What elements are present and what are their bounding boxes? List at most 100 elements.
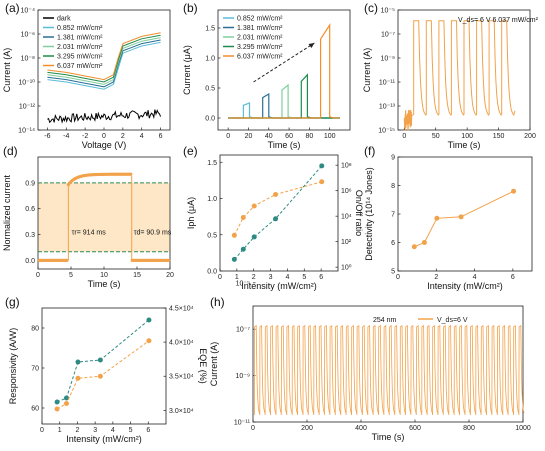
y-tick-label: 0.6 (25, 206, 35, 213)
x-tick-label: 10 (100, 272, 108, 279)
iv-curve-line (47, 32, 161, 81)
iph-point (231, 256, 237, 262)
panel-f-chart: 0 2 4 6 5 6 7 8 9 (f) Intensity (mW/cm²) Detectivit… (364, 144, 533, 291)
y-tick-label: 1.5 (205, 26, 215, 33)
x-tick-label: 4 (140, 133, 144, 140)
wavelength-annotation: 254 nm (373, 317, 397, 324)
x-tick-label: 2 (252, 274, 256, 281)
y-tick-label: 0.5 (207, 232, 217, 239)
y-tick-label: 10⁶ (341, 188, 352, 195)
onoff-point (251, 203, 257, 209)
y-tick-label: 9 (391, 155, 395, 162)
onoff-point (319, 179, 325, 185)
x-tick-label: 2 (75, 427, 79, 434)
x-tick-label: 1000 (515, 425, 531, 432)
y-tick-label: 70 (31, 366, 39, 373)
photoresponse-line (228, 22, 340, 119)
legend-label: 6.037 mW/cm² (57, 63, 103, 70)
responsivity-point (54, 399, 60, 405)
y-tick-label: 10⁻¹¹ (234, 420, 251, 427)
y-tick-label: 10⁻⁹ (381, 56, 395, 63)
panel-label: (g) (5, 295, 20, 309)
x-tick-label: 0 (251, 425, 255, 432)
y-axis-label: Current (A) (2, 48, 12, 93)
y-tick-label: 10⁻⁴ (21, 8, 36, 15)
x-tick-label: 0 (402, 133, 406, 140)
trend-arrow-line (253, 42, 315, 83)
panel-label: (e) (183, 144, 198, 158)
iv-curve-line (47, 109, 162, 124)
y-axis-label: Current (A) (362, 48, 372, 93)
photoresponse-line (228, 92, 340, 119)
iph-point (240, 246, 246, 252)
x-tick-label: 3 (93, 427, 97, 434)
panel-c-chart: 0 50 100 150 200 10⁻¹⁵ 10⁻¹³ 10⁻¹¹ 10⁻⁹ 10⁻⁷ 10⁻⁵ V… (362, 1, 539, 150)
y-axis-label: Iph (μA) (186, 197, 196, 229)
x-tick-label: 400 (355, 425, 367, 432)
y-tick-label: 10⁸ (341, 163, 352, 170)
x-tick-label: 15 (133, 272, 141, 279)
plot-frame (252, 305, 524, 423)
plot-frame (397, 156, 533, 272)
y-tick-label: 0.0 (205, 116, 215, 123)
y-tick-label: 10⁻¹⁵ (378, 128, 395, 135)
x-tick-label: 1 (235, 274, 239, 281)
x-tick-label: 6 (319, 274, 323, 281)
trend-arrow-head (308, 43, 315, 48)
y-tick-label: 10⁻⁹ (236, 373, 250, 380)
cycling-current-line (403, 20, 516, 131)
data-point (65, 258, 69, 262)
y-axis-label: Detectivity (10¹⁴ Jones) (364, 167, 374, 260)
y-tick-label: 10⁻¹² (19, 104, 36, 111)
x-tick-label: 4 (285, 274, 289, 281)
panel-label: (d) (3, 144, 18, 158)
iv-curve-line (47, 34, 161, 83)
y-tick-label: 0.3 (25, 232, 35, 239)
x-axis-label: Time (s) (88, 279, 121, 289)
plot-frame (219, 154, 339, 272)
panel-label: (b) (183, 1, 198, 15)
legend-label: 2.031 mW/cm² (237, 35, 283, 42)
y-tick-label: 10⁻¹⁴ (18, 128, 35, 135)
panel-label: (a) (5, 1, 20, 15)
y-tick-label: 0.0 (207, 269, 217, 276)
photoresponse-line (228, 102, 340, 119)
panel-label: (h) (210, 295, 225, 309)
y-tick-label: 10⁻⁷ (381, 32, 395, 39)
eqe-point (75, 375, 81, 381)
y-tick-label: 3.0×10⁴ (169, 408, 194, 415)
iv-curve-line (47, 41, 161, 90)
x-tick-label: -4 (63, 133, 69, 140)
x-tick-label: 1 (58, 427, 62, 434)
onoff-point (231, 232, 237, 238)
photoresponse-line (228, 73, 340, 119)
legend-label: dark (57, 16, 71, 23)
eqe-line (56, 340, 150, 410)
legend-label: 0.852 mW/cm² (57, 25, 103, 32)
y-axis-label-right: On/Off ratio (354, 190, 364, 236)
y-tick-label: 60 (31, 406, 39, 413)
onoff-point (273, 192, 279, 198)
panel-h-chart: 0 200 400 600 800 1000 10⁻¹¹ 10⁻⁹ 10⁻⁷ 10⁻⁵ 254 nm… (209, 280, 531, 442)
x-tick-label: -6 (44, 133, 50, 140)
x-tick-label: 150 (493, 133, 505, 140)
panel-e-chart: 0 1 2 3 4 5 6 0.0 0.5 1.0 1.5 10⁰ 10² 10⁴ 10⁶ 10⁸ (e) Int… (183, 144, 364, 291)
iph-point (273, 216, 279, 222)
y-tick-label: 0.9 (25, 180, 35, 187)
legend-label: 1.381 mW/cm² (237, 25, 283, 32)
panel-a-chart: -6 -4 -2 0 2 4 6 10⁻¹⁴ 10⁻¹² 10⁻¹⁰ 10⁻⁸ 10⁻⁶ 10⁻⁴ dar… (2, 1, 171, 150)
x-tick-label: 200 (524, 133, 536, 140)
y-tick-label: 80 (31, 326, 39, 333)
panel-d-chart: 0 5 10 15 20 0.0 0.3 0.6 0.9 τr= 914 ms τd= 90.9 m… (2, 144, 174, 289)
detectivity-point (511, 188, 517, 194)
y-tick-label: 4.0×10⁴ (169, 340, 194, 347)
x-tick-label: 50 (432, 133, 440, 140)
y-tick-label: 10² (341, 239, 352, 246)
y-tick-label: 10⁻¹⁰ (18, 79, 35, 87)
panel-label: (f) (364, 144, 375, 158)
y-axis-label: Current (A) (209, 342, 219, 387)
x-tick-label: 0 (226, 133, 230, 140)
x-tick-label: 6 (159, 133, 163, 140)
x-axis-label: Intensity (mW/cm²) (427, 281, 503, 291)
